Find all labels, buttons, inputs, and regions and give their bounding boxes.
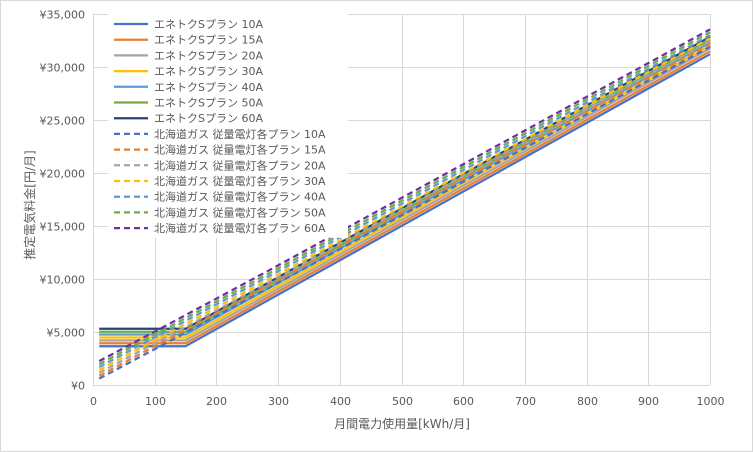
y-tick-label: ¥20,000 — [40, 168, 86, 181]
legend-entry-label: 北海道ガス 従量電灯各プラン 20A — [154, 158, 326, 172]
series-line-solid-2 — [99, 47, 711, 342]
y-tick-label: ¥10,000 — [40, 274, 86, 287]
y-tick-label: ¥30,000 — [40, 62, 86, 75]
series-line-dashed-10 — [98, 37, 711, 371]
y-tick-label: ¥25,000 — [40, 115, 86, 128]
legend-entry-label: 北海道ガス 従量電灯各プラン 10A — [154, 127, 326, 141]
x-tick-label: 800 — [577, 395, 598, 408]
x-tick-label: 500 — [392, 395, 413, 408]
x-tick-label: 300 — [268, 395, 289, 408]
x-axis-ticks: 0 100 200 300 400 500 600 700 800 900 1000 — [90, 395, 725, 408]
x-tick-label: 200 — [206, 395, 227, 408]
legend-entry-label: エネトクSプラン 10A — [154, 18, 263, 31]
legend-entry-label: 北海道ガス 従量電灯各プラン 50A — [154, 205, 326, 219]
y-axis-label: 推定電気料金[円/月] — [22, 150, 37, 259]
legend-entry-label: エネトクSプラン 30A — [154, 65, 263, 78]
legend-background — [108, 14, 348, 238]
x-tick-label: 0 — [90, 395, 97, 408]
y-tick-label: ¥0 — [71, 380, 85, 393]
legend-entry-label: 北海道ガス 従量電灯各プラン 60A — [154, 221, 326, 235]
legend-entry-label: エネトクSプラン 40A — [154, 81, 263, 94]
x-axis-label: 月間電力使用量[kWh/月] — [334, 416, 470, 431]
series-line-dashed-8 — [98, 43, 711, 377]
y-axis-ticks: ¥0 ¥5,000 ¥10,000 ¥15,000 ¥20,000 ¥25,000 ¥30,… — [40, 9, 86, 393]
series-line-dashed-9 — [98, 40, 711, 374]
x-tick-label: 600 — [453, 395, 474, 408]
legend-entry-label: エネトクSプラン 60A — [154, 112, 263, 125]
series-line-solid-1 — [99, 50, 711, 345]
series-line-dashed-11 — [98, 34, 711, 368]
series-lines — [98, 28, 711, 380]
x-tick-label: 1000 — [697, 395, 725, 408]
y-tick-label: ¥35,000 — [40, 9, 86, 22]
series-line-dashed-12 — [98, 31, 711, 366]
legend-entry-label: エネトクSプラン 15A — [154, 34, 263, 47]
legend-entry-label: 北海道ガス 従量電灯各プラン 15A — [154, 143, 326, 157]
x-tick-label: 400 — [330, 395, 351, 408]
x-tick-label: 900 — [638, 395, 659, 408]
y-tick-label: ¥5,000 — [47, 327, 86, 340]
series-line-dashed-13 — [98, 28, 711, 363]
legend-entry-label: エネトクSプラン 20A — [154, 49, 263, 62]
series-line-dashed-7 — [98, 45, 711, 380]
legend: エネトクSプラン 10A エネトクSプラン 15A エネトクSプラン 20A エネトク… — [108, 14, 348, 238]
y-tick-label: ¥15,000 — [40, 221, 86, 234]
legend-entry-label: エネトクSプラン 50A — [154, 97, 263, 110]
x-tick-label: 100 — [145, 395, 166, 408]
x-tick-label: 700 — [515, 395, 536, 408]
legend-entry-label: 北海道ガス 従量電灯各プラン 40A — [154, 190, 326, 204]
legend-entry-label: 北海道ガス 従量電灯各プラン 30A — [154, 174, 326, 188]
